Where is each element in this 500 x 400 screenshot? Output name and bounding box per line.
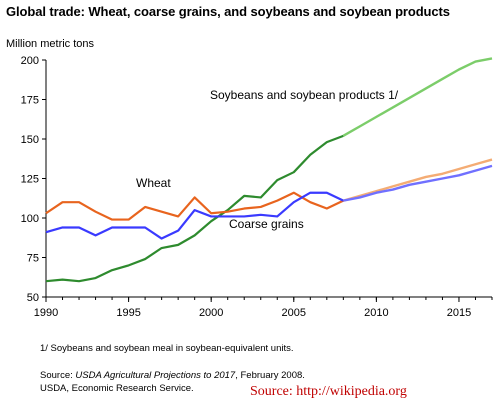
y-tick-label: 50: [27, 292, 39, 304]
coarse-grains-projection-line: [343, 164, 493, 202]
y-tick-label: 200: [21, 55, 39, 67]
coarse-grains-historical-line: [45, 191, 344, 240]
x-tick-label: 2005: [282, 307, 306, 319]
y-axis-unit-label: Million metric tons: [6, 38, 95, 50]
x-tick-label: 1990: [34, 307, 58, 319]
source-date: , February 2008.: [235, 370, 305, 381]
axes: 50 75 100 125 150 175 200 1990 1995 2000 2005 2010 2…: [21, 55, 493, 319]
soybeans-and-soybean-products-projection-line: [342, 57, 493, 137]
y-tick-label: 150: [21, 134, 39, 146]
series-labels: Soybeans and soybean products 1/ Wheat C…: [136, 88, 399, 231]
x-tick-label: 2010: [364, 307, 388, 319]
source-organization: USDA, Economic Research Service.: [40, 383, 194, 394]
y-tick-label: 75: [27, 253, 39, 265]
footnote: 1/ Soybeans and soybean meal in soybean-…: [40, 343, 294, 354]
wheat-projection-line: [343, 158, 493, 202]
y-tick-label: 125: [21, 174, 39, 186]
x-tick-label: 2000: [199, 307, 223, 319]
y-tick-label: 100: [21, 213, 39, 225]
chart-title: Global trade: Wheat, coarse grains, and …: [6, 4, 450, 19]
wheat-series-label: Wheat: [136, 176, 171, 190]
y-tick-label: 175: [21, 95, 39, 107]
source-prefix: Source:: [40, 370, 76, 381]
x-tick-label: 2015: [447, 307, 471, 319]
source-publication: USDA Agricultural Projections to 2017: [75, 370, 236, 381]
watermark-source: Source: http://wikipedia.org: [250, 384, 407, 399]
source-citation: Source: USDA Agricultural Projections to…: [40, 370, 305, 381]
coarse-grains-series-label: Coarse grains: [229, 217, 304, 231]
series-layer: [45, 57, 493, 283]
wheat-historical-line: [45, 191, 344, 221]
x-tick-label: 1995: [116, 307, 140, 319]
soybean-series-label: Soybeans and soybean products 1/: [210, 88, 399, 102]
